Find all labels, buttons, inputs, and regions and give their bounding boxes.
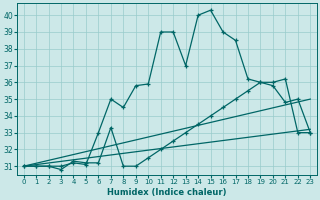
X-axis label: Humidex (Indice chaleur): Humidex (Indice chaleur) (107, 188, 227, 197)
